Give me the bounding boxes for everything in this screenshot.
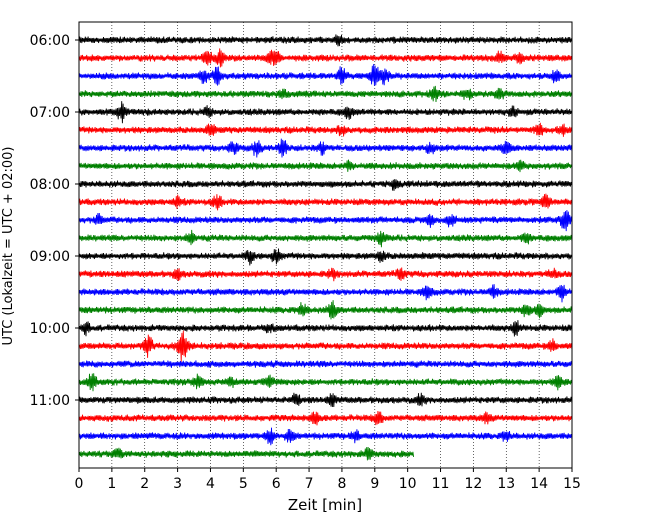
trace-0745 — [78, 159, 573, 173]
trace-0730 — [78, 138, 573, 158]
trace-0700 — [78, 101, 573, 124]
x-tick-label: 8 — [337, 476, 346, 492]
x-tick-label: 5 — [239, 476, 248, 492]
trace-1030 — [78, 360, 573, 368]
x-tick-label: 6 — [272, 476, 281, 492]
trace-1100 — [78, 392, 573, 408]
x-axis-ticks: 0 1 2 3 4 5 6 7 8 9 10 11 12 13 14 15 — [75, 468, 581, 492]
trace-1015 — [78, 330, 573, 362]
x-tick-label: 14 — [530, 476, 548, 492]
x-tick-label: 15 — [563, 476, 581, 492]
trace-0945 — [78, 300, 573, 320]
trace-0615 — [78, 48, 573, 68]
trace-group — [78, 34, 573, 461]
x-tick-label: 0 — [75, 476, 84, 492]
y-tick-label: 08:00 — [30, 177, 70, 193]
y-axis-ticks: 06:00 07:00 08:00 09:00 10:00 11:00 — [30, 33, 79, 409]
x-tick-label: 13 — [497, 476, 515, 492]
trace-0600 — [78, 34, 573, 47]
trace-0645 — [78, 85, 573, 103]
x-axis-label: Zeit [min] — [288, 496, 362, 514]
trace-1115 — [78, 410, 573, 426]
trace-0845 — [78, 229, 573, 248]
x-tick-label: 9 — [370, 476, 379, 492]
trace-0915 — [78, 267, 573, 282]
trace-0900 — [78, 248, 573, 266]
y-tick-label: 09:00 — [30, 249, 70, 265]
x-tick-label: 1 — [107, 476, 116, 492]
trace-0715 — [78, 122, 573, 137]
x-tick-label: 7 — [305, 476, 314, 492]
trace-1130 — [78, 427, 573, 446]
plot-frame — [78, 21, 573, 469]
x-tick-label: 3 — [173, 476, 182, 492]
y-tick-label: 11:00 — [30, 393, 70, 409]
trace-0630 — [78, 63, 573, 86]
trace-1145 — [78, 446, 415, 461]
trace-0800 — [78, 179, 573, 191]
vertical-grid — [111, 22, 540, 468]
x-tick-label: 11 — [432, 476, 450, 492]
y-tick-label: 07:00 — [30, 105, 70, 121]
x-tick-label: 10 — [399, 476, 417, 492]
trace-0815 — [78, 193, 573, 211]
y-tick-label: 10:00 — [30, 321, 70, 337]
trace-0930 — [78, 284, 573, 303]
x-tick-label: 4 — [206, 476, 215, 492]
trace-1000 — [78, 320, 573, 337]
x-tick-label: 2 — [140, 476, 149, 492]
y-axis-label: UTC (Lokalzeit = UTC + 02:00) — [1, 147, 16, 346]
trace-1045 — [78, 373, 573, 392]
x-tick-label: 12 — [464, 476, 482, 492]
trace-0830 — [78, 210, 573, 232]
y-tick-label: 06:00 — [30, 33, 70, 49]
